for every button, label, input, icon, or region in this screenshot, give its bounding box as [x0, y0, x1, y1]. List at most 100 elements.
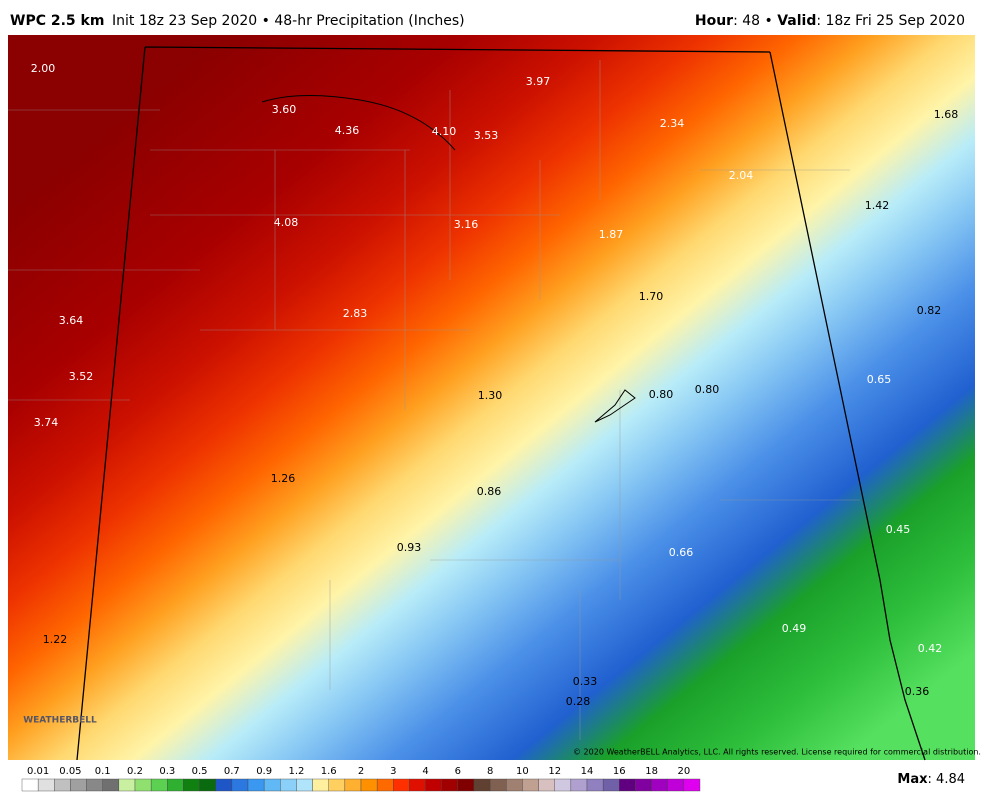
colorbar-label: 1.2	[288, 766, 304, 777]
colorbar-swatch	[231, 778, 249, 792]
map-label: 4.36	[335, 124, 360, 137]
colorbar-label: 4	[422, 766, 428, 777]
map-label: 1.30	[478, 389, 503, 402]
colorbar-swatch	[619, 778, 636, 792]
colorbar-swatch	[425, 778, 442, 792]
colorbar-swatch	[489, 778, 507, 792]
colorbar-swatch	[183, 778, 200, 792]
river	[261, 95, 456, 151]
map-label: 1.26	[271, 472, 296, 485]
colorbar-label: 0.9	[256, 766, 272, 777]
colorbar-swatch	[86, 778, 103, 792]
colorbar-swatch	[506, 778, 523, 792]
hour-value: : 48 •	[733, 13, 777, 29]
colorbar-swatch	[586, 778, 604, 792]
map-label: 0.45	[886, 523, 911, 536]
map-label: 0.33	[573, 675, 598, 688]
map-label: 3.53	[474, 129, 499, 142]
max: Max: 4.84	[897, 772, 965, 787]
colorbar-swatch	[21, 778, 39, 792]
colorbar-label: 14	[581, 766, 594, 777]
map-label: 3.74	[34, 416, 59, 429]
colorbar-swatch	[70, 778, 87, 792]
map-label: 3.60	[272, 103, 297, 116]
colorbar-swatch	[215, 778, 233, 792]
description: Init 18z 23 Sep 2020 • 48-hr Precipitati…	[112, 13, 465, 29]
county-lines	[8, 60, 860, 740]
map-label: 2.34	[660, 117, 685, 130]
colorbar-swatch	[296, 778, 313, 792]
colorbar-swatch	[376, 778, 394, 792]
lake	[594, 389, 636, 423]
map-label: 3.64	[59, 314, 84, 327]
colorbar-label: 16	[613, 766, 626, 777]
map-label: 3.16	[454, 218, 479, 231]
colorbar-swatch	[522, 778, 539, 792]
colorbar-label: 18	[645, 766, 658, 777]
colorbar-label: 0.2	[127, 766, 143, 777]
colorbar-label: 12	[548, 766, 561, 777]
max-key: Max	[897, 772, 928, 787]
colorbar-label: 0.1	[95, 766, 111, 777]
colorbar-swatch	[134, 778, 152, 792]
map-label: 0.42	[918, 642, 943, 655]
map-label: 3.52	[69, 370, 94, 383]
valid-key: Valid	[777, 13, 816, 29]
model: WPC 2.5 km	[10, 13, 104, 29]
colorbar: 0.01 0.05 0.1 0.2 0.3 0.5 0.7 0.9 1.2 1.6 2 3 4 6 8 10 1…	[21, 766, 701, 792]
max-value: : 4.84	[928, 772, 965, 787]
map-label: 0.93	[397, 541, 422, 554]
colorbar-swatch	[199, 778, 216, 792]
colorbar-swatch	[409, 778, 426, 792]
colorbar-label: 0.3	[159, 766, 175, 777]
colorbar-label: 0.5	[192, 766, 208, 777]
colorbar-swatch	[441, 778, 459, 792]
colorbar-swatch	[538, 778, 555, 792]
map-label: 1.87	[599, 228, 624, 241]
colorbar-swatch	[328, 778, 346, 792]
map-label: 2.83	[343, 307, 368, 320]
map-label: 0.49	[782, 622, 807, 635]
colorbar-swatch	[683, 778, 701, 792]
colorbar-label: 0.01	[27, 766, 49, 777]
map-label: 0.36	[905, 685, 930, 698]
map-label: 2.00	[31, 62, 56, 75]
colorbar-swatch	[393, 778, 410, 792]
colorbar-swatch	[54, 778, 71, 792]
colorbar-swatch	[118, 778, 136, 792]
colorbar-swatch	[102, 778, 120, 792]
copyright: © 2020 WeatherBELL Analytics, LLC. All r…	[573, 748, 981, 757]
map-label: 1.70	[639, 290, 664, 303]
colorbar-label: 10	[516, 766, 529, 777]
map-label: 0.82	[917, 304, 942, 317]
colorbar-label: 0.05	[59, 766, 81, 777]
colorbar-swatch	[602, 778, 620, 792]
map-label: 0.80	[649, 388, 674, 401]
colorbar-swatch	[360, 778, 378, 792]
colorbar-swatch	[554, 778, 572, 792]
colorbar-swatch	[263, 778, 281, 792]
state-borders	[76, 46, 926, 761]
colorbar-label: 20	[677, 766, 690, 777]
colorbar-swatch	[150, 778, 168, 792]
map-label: 4.10	[432, 125, 457, 138]
hour-key: Hour	[695, 13, 733, 29]
valid-time: Hour: 48 • Valid: 18z Fri 25 Sep 2020	[695, 13, 965, 29]
map-labels: 2.00 3.97 3.60 4.36 4.10 3.53 2.34 1.68 2.04 1.42…	[31, 62, 959, 708]
colorbar-swatch	[37, 778, 55, 792]
map-label: 0.28	[566, 695, 591, 708]
colorbar-swatch	[344, 778, 362, 792]
colorbar-swatch	[312, 778, 329, 792]
colorbar-swatch	[280, 778, 297, 792]
map-label: 0.80	[695, 383, 720, 396]
colorbar-label: 3	[390, 766, 396, 777]
colorbar-swatch	[667, 778, 685, 792]
map-label: 0.86	[477, 485, 502, 498]
colorbar-swatch	[651, 778, 668, 792]
valid-value: : 18z Fri 25 Sep 2020	[816, 13, 965, 29]
colorbar-label: 0.7	[224, 766, 240, 777]
colorbar-swatch	[457, 778, 475, 792]
colorbar-label: 2	[358, 766, 364, 777]
logo: WEATHERBELL	[23, 716, 97, 726]
